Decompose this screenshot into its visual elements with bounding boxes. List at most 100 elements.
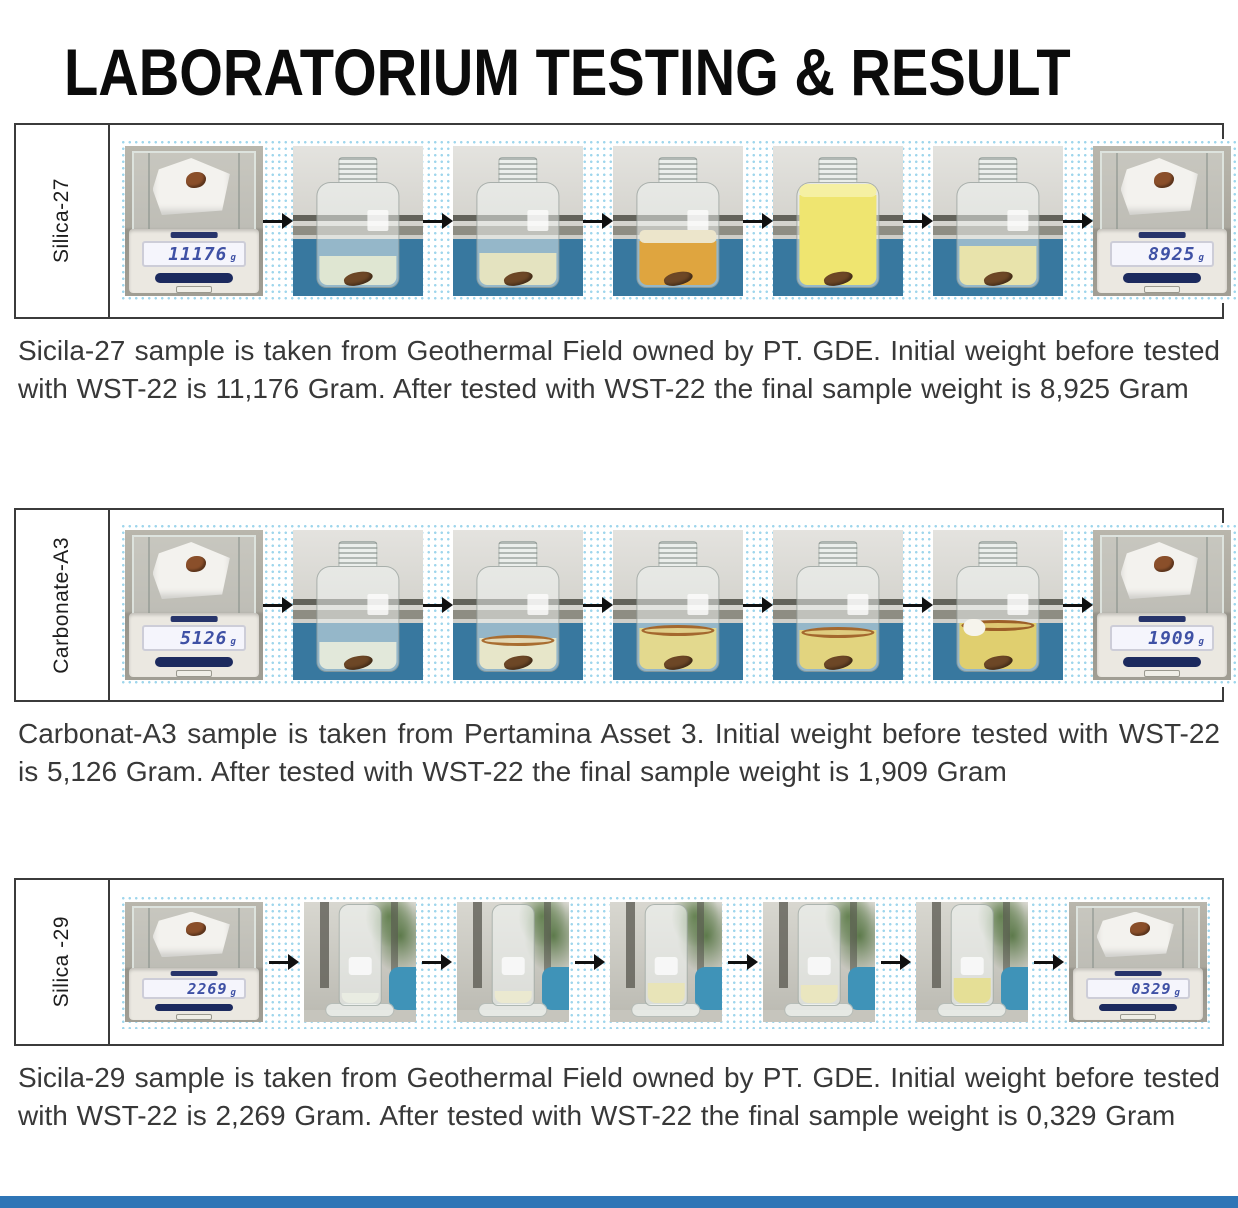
glass-jar bbox=[796, 156, 880, 289]
blue-equipment bbox=[389, 966, 416, 1010]
jar-neck-threads bbox=[818, 540, 858, 566]
jar-body bbox=[316, 565, 400, 673]
scale-reading: 11176 bbox=[168, 243, 228, 265]
tube-label-patch bbox=[348, 957, 372, 976]
arrow-right-icon bbox=[1063, 595, 1093, 615]
scale-photo: 1909 g bbox=[1093, 530, 1231, 680]
scale-photo: 0329 g bbox=[1069, 902, 1207, 1022]
sample-label-cell: Carbonate-A3 bbox=[16, 510, 110, 700]
glass-tube bbox=[338, 904, 382, 1007]
glass-jar bbox=[956, 156, 1040, 289]
jar-photo bbox=[453, 530, 583, 680]
blue-equipment bbox=[542, 966, 569, 1010]
window-frame-bar bbox=[697, 902, 705, 989]
jar-label-patch bbox=[527, 209, 549, 231]
scale-brand-plate bbox=[1138, 616, 1186, 623]
sample-section: Silica-27 11176 g bbox=[14, 123, 1236, 408]
jar-photo bbox=[613, 530, 743, 680]
glass-jar bbox=[476, 540, 560, 673]
glass-tube bbox=[950, 904, 994, 1007]
glass-jar bbox=[956, 540, 1040, 673]
jar-body bbox=[476, 181, 560, 289]
jar-body bbox=[796, 181, 880, 289]
sample-label: Silica -29 bbox=[50, 916, 73, 1008]
arrow-right-icon bbox=[263, 211, 293, 231]
jar-neck-threads bbox=[498, 540, 538, 566]
arrow-right-icon bbox=[574, 952, 605, 972]
jar-photo bbox=[773, 530, 903, 680]
photo-strip: 5126 g bbox=[110, 510, 1238, 700]
arrow-right-icon bbox=[423, 211, 453, 231]
scale-reading: 5126 bbox=[180, 627, 228, 649]
jar-neck-threads bbox=[658, 156, 698, 182]
scale-button-bar bbox=[1099, 1003, 1177, 1012]
window-frame-bar bbox=[391, 902, 399, 989]
scale-label-tag bbox=[175, 1013, 213, 1020]
jar-label-patch bbox=[847, 593, 869, 615]
sample-label-cell: Silica-27 bbox=[16, 125, 110, 317]
sample-label: Carbonate-A3 bbox=[50, 536, 73, 674]
sample-label: Silica-27 bbox=[50, 178, 73, 264]
test-row-box: Carbonate-A3 5126 g bbox=[14, 508, 1236, 702]
scale-brand-plate bbox=[170, 971, 218, 976]
tube-label-patch bbox=[807, 957, 831, 976]
glass-jar bbox=[476, 156, 560, 289]
jar-body bbox=[476, 565, 560, 673]
window-frame-bar bbox=[544, 902, 552, 989]
window-frame-bar bbox=[778, 902, 788, 989]
scale-label-tag bbox=[1119, 1013, 1157, 1020]
tube-label-patch bbox=[654, 957, 678, 976]
scale-button-bar bbox=[155, 657, 233, 667]
jar-label-patch bbox=[1007, 209, 1029, 231]
surface-ring bbox=[481, 635, 555, 647]
arrow-right-icon bbox=[727, 952, 758, 972]
arrow-right-icon bbox=[268, 952, 299, 972]
sample-section: Carbonate-A3 5126 g bbox=[14, 508, 1236, 791]
glass-tube bbox=[491, 904, 535, 1007]
jar-label-patch bbox=[367, 209, 389, 231]
arrow-right-icon bbox=[1033, 952, 1064, 972]
rock-sample-icon bbox=[1153, 171, 1175, 188]
tube-photo bbox=[916, 902, 1028, 1022]
dotted-background: 11176 g bbox=[120, 139, 1236, 303]
glass-jar bbox=[636, 156, 720, 289]
rock-sample-icon bbox=[1153, 555, 1175, 572]
jar-body bbox=[796, 565, 880, 673]
scale-photo: 11176 g bbox=[125, 146, 263, 296]
sample-caption: Sicila-27 sample is taken from Geotherma… bbox=[18, 335, 1220, 404]
jar-body bbox=[956, 565, 1040, 673]
jar-photo bbox=[293, 530, 423, 680]
test-liquid bbox=[800, 985, 838, 1004]
window-frame-bar bbox=[472, 902, 482, 989]
sample-caption: Sicila-29 sample is taken from Geotherma… bbox=[18, 1062, 1220, 1131]
glass-jar bbox=[636, 540, 720, 673]
jar-body bbox=[956, 181, 1040, 289]
glass-jar bbox=[316, 540, 400, 673]
arrow-right-icon bbox=[743, 595, 773, 615]
jar-photo bbox=[453, 146, 583, 296]
scale-body: 5126 g bbox=[129, 612, 259, 677]
scale-lcd-display: 11176 g bbox=[142, 241, 246, 268]
surface-ring bbox=[641, 624, 715, 636]
window-frame-bar bbox=[931, 902, 941, 989]
surface-ring bbox=[801, 626, 875, 638]
scale-body: 11176 g bbox=[129, 228, 259, 293]
jar-photo bbox=[613, 146, 743, 296]
scale-unit: g bbox=[1198, 253, 1204, 264]
arrow-right-icon bbox=[880, 952, 911, 972]
white-residue-chunk bbox=[963, 619, 985, 636]
test-liquid bbox=[799, 195, 877, 286]
jar-neck-threads bbox=[978, 540, 1018, 566]
glass-tube bbox=[797, 904, 841, 1007]
arrow-right-icon bbox=[583, 211, 613, 231]
scale-body: 1909 g bbox=[1097, 612, 1227, 677]
glass-jar bbox=[796, 540, 880, 673]
jar-neck-threads bbox=[338, 156, 378, 182]
scale-unit: g bbox=[230, 987, 236, 998]
window-frame-bar bbox=[1003, 902, 1011, 989]
tube-photo bbox=[763, 902, 875, 1022]
scale-label-tag bbox=[1143, 285, 1181, 293]
scale-lcd-display: 2269 g bbox=[142, 978, 246, 999]
scale-brand-plate bbox=[1114, 971, 1162, 976]
arrow-right-icon bbox=[423, 595, 453, 615]
